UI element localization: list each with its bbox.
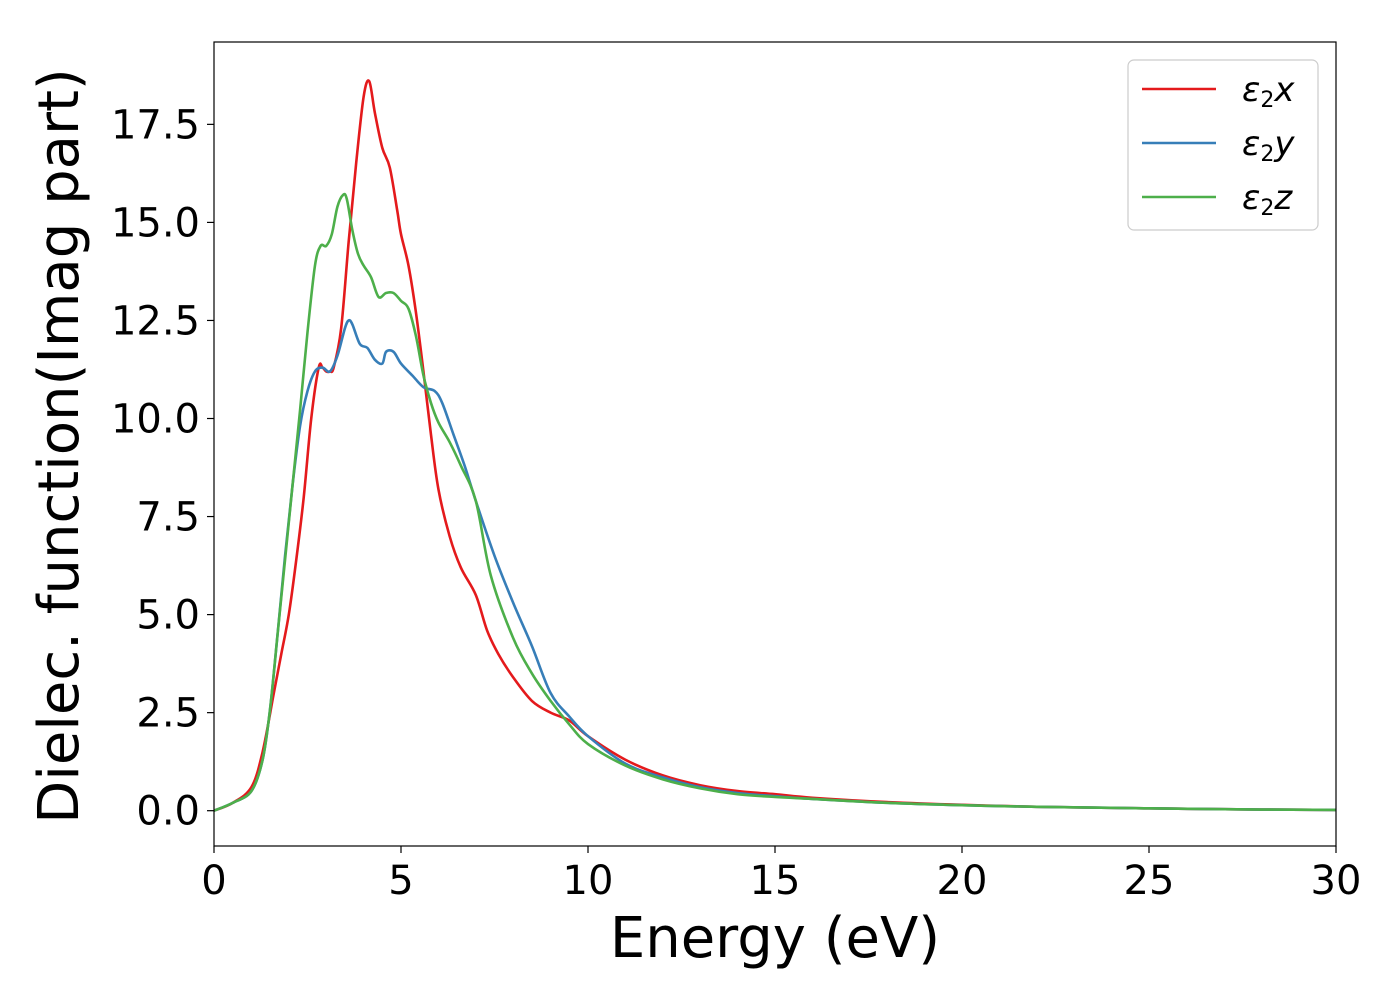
series-layer bbox=[213, 79, 1337, 812]
y-tick-label: 15.0 bbox=[111, 200, 200, 246]
y-tick-label: 17.5 bbox=[111, 102, 200, 148]
y-tick-label: 2.5 bbox=[136, 691, 200, 737]
y-tick-label: 0.0 bbox=[136, 789, 200, 835]
x-axis-title: Energy (eV) bbox=[610, 906, 940, 971]
series-line-x bbox=[213, 79, 1337, 812]
x-tick-label: 30 bbox=[1311, 858, 1362, 904]
legend-label-y: ε2y bbox=[1242, 124, 1295, 167]
y-axis-title: Dielec. function(Imag part) bbox=[27, 68, 92, 824]
y-tick-label: 7.5 bbox=[136, 495, 200, 541]
legend-label-x: ε2x bbox=[1242, 70, 1295, 113]
legend-label-z: ε2z bbox=[1242, 178, 1293, 221]
y-tick-label: 12.5 bbox=[111, 298, 200, 344]
x-tick-label: 5 bbox=[388, 858, 413, 904]
x-tick-label: 0 bbox=[201, 858, 226, 904]
y-tick-label: 5.0 bbox=[136, 593, 200, 639]
x-axis-ticks: 0 5 10 15 20 25 30 bbox=[201, 846, 1361, 904]
x-tick-label: 10 bbox=[563, 858, 614, 904]
y-axis-ticks: 0.0 2.5 5.0 7.5 10.0 12.5 15.0 17.5 bbox=[111, 102, 214, 835]
x-tick-label: 15 bbox=[750, 858, 801, 904]
legend-box bbox=[1127, 59, 1319, 231]
legend: ε2x ε2y ε2z bbox=[1127, 59, 1319, 231]
series-line-z bbox=[213, 192, 1337, 812]
x-tick-label: 25 bbox=[1124, 858, 1175, 904]
y-tick-label: 10.0 bbox=[111, 397, 200, 443]
x-tick-label: 20 bbox=[937, 858, 988, 904]
